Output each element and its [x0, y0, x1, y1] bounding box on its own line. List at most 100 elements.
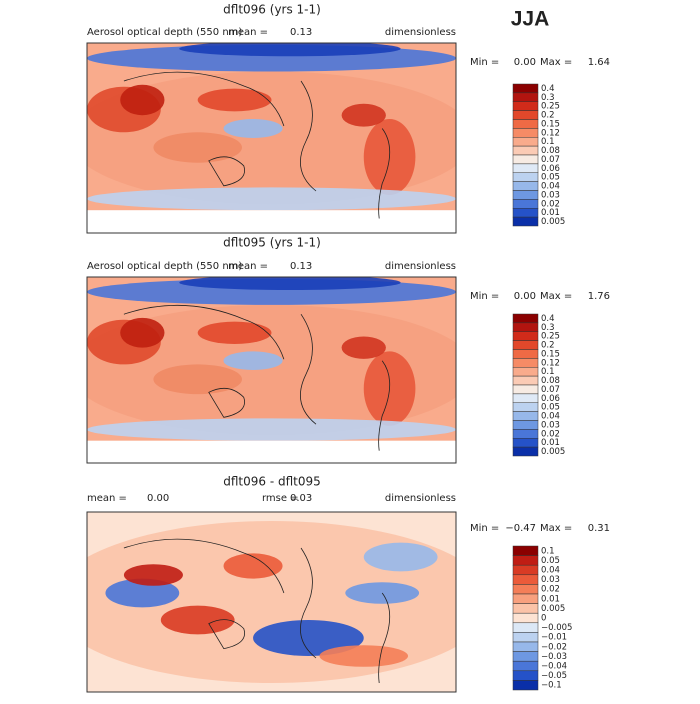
- colorbar-swatch: [512, 340, 539, 350]
- colorbar-swatch: [512, 641, 539, 652]
- colorbar-swatch: [512, 128, 539, 138]
- map-region: [153, 364, 242, 395]
- map-frame: [86, 511, 457, 693]
- colorbar-swatch: [512, 172, 539, 182]
- colorbar-swatch: [512, 331, 539, 341]
- max-value: 1.64: [588, 57, 610, 68]
- colorbar-swatch: [512, 402, 539, 412]
- colorbar-swatch: [512, 603, 539, 614]
- map-region: [341, 336, 386, 359]
- map-region: [179, 43, 401, 57]
- max-label: Max =: [540, 523, 572, 534]
- colorbar-label: 0.04: [541, 182, 560, 192]
- map-region: [87, 187, 456, 211]
- colorbar-swatch: [512, 119, 539, 129]
- map-region: [253, 620, 364, 656]
- colorbar-label: 0.05: [541, 403, 560, 413]
- panel-title: dflt096 (yrs 1-1): [223, 3, 321, 17]
- colorbar-label: 0.06: [541, 164, 560, 174]
- field-name: Aerosol optical depth (550 nm): [87, 27, 242, 38]
- colorbar-label: 0.4: [541, 314, 555, 324]
- colorbar-label: −0.05: [541, 671, 567, 681]
- map-region: [87, 521, 456, 683]
- colorbar-swatch: [512, 555, 539, 566]
- colorbar-label: 0.03: [541, 420, 560, 430]
- rmse-value: 0.03: [290, 493, 312, 504]
- colorbar-label: −0.01: [541, 633, 567, 643]
- colorbar-swatch: [512, 358, 539, 368]
- colorbar-label: 0.4: [541, 84, 555, 94]
- colorbar-swatch: [512, 101, 539, 111]
- map-region: [105, 578, 180, 608]
- colorbar-label: 0.2: [541, 341, 555, 351]
- colorbar-label: −0.1: [541, 681, 562, 691]
- min-label: Min =: [470, 291, 499, 302]
- coastline: [123, 71, 391, 219]
- colorbar-label: −0.02: [541, 642, 567, 652]
- max-label: Max =: [540, 291, 572, 302]
- colorbar-label: 0.15: [541, 349, 560, 359]
- max-label: Max =: [540, 57, 572, 68]
- colorbar-label: 0.05: [541, 556, 560, 566]
- map-region: [123, 564, 183, 586]
- colorbar-swatch: [512, 145, 539, 156]
- units: dimensionless: [385, 493, 456, 504]
- colorbar-label: −0.04: [541, 662, 567, 672]
- colorbar-label: 0.08: [541, 376, 560, 386]
- colorbar-label: 0.25: [541, 102, 560, 112]
- colorbar-label: 0.01: [541, 594, 560, 604]
- colorbar-swatch: [512, 393, 539, 403]
- colorbar-swatch: [512, 199, 539, 209]
- colorbar-label: 0.2: [541, 111, 555, 121]
- map-region: [160, 605, 235, 635]
- colorbar-label: 0.005: [541, 447, 565, 457]
- mean-value: 0.13: [290, 27, 312, 38]
- colorbar-label: 0.15: [541, 119, 560, 129]
- colorbar-swatch: [512, 154, 539, 165]
- colorbar-swatch: [512, 367, 539, 377]
- map-region: [120, 84, 165, 116]
- colorbar-label: 0.12: [541, 128, 560, 138]
- colorbar-label: 0.07: [541, 385, 560, 395]
- colorbar-label: 0.01: [541, 208, 560, 218]
- colorbar-swatch: [512, 545, 539, 556]
- colorbar-swatch: [512, 349, 539, 359]
- colorbar-swatch: [512, 208, 539, 218]
- coastline: [123, 304, 391, 451]
- colorbar-swatch: [512, 420, 539, 430]
- map-region: [120, 317, 165, 348]
- colorbar-swatch: [512, 593, 539, 604]
- map: [87, 43, 456, 233]
- map: [87, 512, 456, 692]
- map-frame: [86, 276, 457, 464]
- field-name: Aerosol optical depth (550 nm): [87, 261, 242, 272]
- colorbar-label: 0.04: [541, 566, 560, 576]
- colorbar-swatch: [512, 584, 539, 595]
- map-frame: [86, 42, 457, 234]
- colorbar-swatch: [512, 92, 539, 102]
- colorbar-label: 0.3: [541, 323, 555, 333]
- colorbar-label: 0.005: [541, 217, 565, 227]
- units: dimensionless: [385, 261, 456, 272]
- colorbar-label: 0.3: [541, 93, 555, 103]
- map: [87, 277, 456, 463]
- map-region: [179, 277, 401, 291]
- colorbar-swatch: [512, 438, 539, 448]
- coastline: [123, 538, 391, 684]
- colorbar-swatch: [512, 680, 539, 691]
- colorbar-label: 0.02: [541, 585, 560, 595]
- units: dimensionless: [385, 27, 456, 38]
- colorbar-label: 0.06: [541, 394, 560, 404]
- colorbar-label: 0.12: [541, 358, 560, 368]
- colorbar-label: 0.04: [541, 412, 560, 422]
- colorbar-label: 0.03: [541, 190, 560, 200]
- min-value: −0.47: [505, 523, 536, 534]
- map-region: [153, 132, 242, 163]
- map-region: [87, 418, 456, 441]
- panel-title: dflt095 (yrs 1-1): [223, 236, 321, 250]
- colorbar-label: 0.03: [541, 575, 560, 585]
- mean-label: mean =: [87, 493, 127, 504]
- colorbar-label: −0.03: [541, 652, 567, 662]
- panel-title: dflt096 - dflt095: [223, 475, 321, 489]
